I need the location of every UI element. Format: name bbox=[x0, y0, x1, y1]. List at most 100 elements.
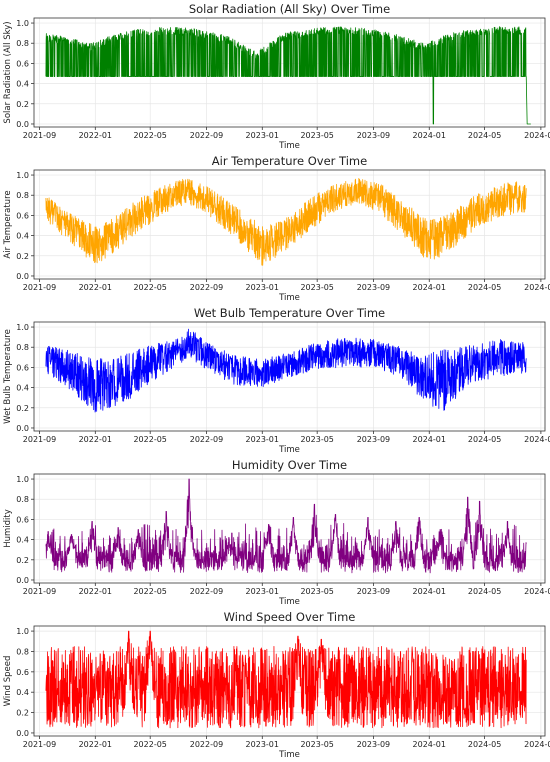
x-tick-label: 2022-01 bbox=[79, 435, 112, 444]
plot-frame bbox=[33, 169, 546, 280]
x-tick-label: 2023-05 bbox=[300, 131, 333, 140]
x-tick-label: 2023-05 bbox=[300, 587, 333, 596]
y-tick-label: 0.0 bbox=[16, 729, 29, 738]
x-tick-label: 2023-09 bbox=[357, 740, 390, 749]
y-tick-label: 0.4 bbox=[16, 536, 29, 545]
y-tick-label: 0.2 bbox=[16, 100, 29, 109]
y-tick-label: 1.0 bbox=[16, 323, 29, 332]
y-tick-label: 0.2 bbox=[16, 556, 29, 565]
x-tick-label: 2022-09 bbox=[190, 740, 223, 749]
y-axis-label: Humidity bbox=[3, 509, 13, 548]
x-tick-label: 2024-09 bbox=[524, 587, 550, 596]
y-tick-label: 0.4 bbox=[16, 232, 29, 241]
x-tick-label: 2022-09 bbox=[190, 131, 223, 140]
x-tick-label: 2024-09 bbox=[524, 131, 550, 140]
x-tick-label: 2024-05 bbox=[468, 283, 501, 292]
x-tick-label: 2024-01 bbox=[413, 283, 446, 292]
y-tick-label: 0.4 bbox=[16, 688, 29, 697]
y-tick-label: 0.6 bbox=[16, 211, 29, 220]
x-tick-label: 2023-09 bbox=[357, 131, 390, 140]
y-tick-label: 1.0 bbox=[16, 171, 29, 180]
chart-title: Solar Radiation (All Sky) Over Time bbox=[189, 2, 390, 16]
series-line bbox=[45, 178, 527, 266]
y-axis-label: Air Temperature bbox=[3, 190, 13, 258]
y-tick-label: 0.0 bbox=[16, 424, 29, 433]
y-tick-label: 0.8 bbox=[16, 191, 29, 200]
y-axis-label: Wet Bulb Temperature bbox=[3, 329, 13, 424]
x-tick-label: 2024-09 bbox=[524, 740, 550, 749]
x-tick-label: 2023-05 bbox=[300, 435, 333, 444]
x-tick-label: 2024-05 bbox=[468, 587, 501, 596]
x-tick-label: 2021-09 bbox=[23, 740, 56, 749]
y-tick-label: 1.0 bbox=[16, 627, 29, 636]
x-tick-label: 2024-01 bbox=[413, 740, 446, 749]
chart-panel-2: 2021-09 2022-01 2022-05 2022-09 2023-01 2023-… bbox=[3, 154, 550, 303]
x-tick-label: 2021-09 bbox=[23, 587, 56, 596]
y-tick-label: 0.8 bbox=[16, 343, 29, 352]
x-axis-label: Time bbox=[278, 750, 300, 760]
x-tick-label: 2024-01 bbox=[413, 587, 446, 596]
chart-panel-1: 2021-09 2022-01 2022-05 2022-09 2023-01 2023-… bbox=[3, 2, 550, 151]
plot-frame bbox=[33, 625, 546, 737]
chart-panel-4: 2021-09 2022-01 2022-05 2022-09 2023-01 2023-… bbox=[3, 458, 550, 607]
y-tick-label: 1.0 bbox=[16, 19, 29, 28]
series-line bbox=[45, 478, 527, 574]
x-tick-label: 2022-01 bbox=[79, 587, 112, 596]
x-tick-label: 2023-01 bbox=[246, 740, 279, 749]
x-tick-label: 2023-01 bbox=[246, 131, 279, 140]
x-tick-label: 2024-05 bbox=[468, 131, 501, 140]
chart-title: Humidity Over Time bbox=[232, 458, 347, 472]
y-tick-label: 0.8 bbox=[16, 495, 29, 504]
y-tick-label: 0.0 bbox=[16, 120, 29, 129]
y-tick-label: 0.4 bbox=[16, 384, 29, 393]
y-tick-label: 0.6 bbox=[16, 668, 29, 677]
x-tick-label: 2022-01 bbox=[79, 283, 112, 292]
y-tick-label: 0.8 bbox=[16, 39, 29, 48]
plot-frame bbox=[33, 321, 546, 432]
plot-frame bbox=[33, 473, 546, 584]
x-tick-label: 2024-05 bbox=[468, 435, 501, 444]
x-tick-label: 2024-01 bbox=[413, 131, 446, 140]
y-axis-label: Wind Speed bbox=[3, 656, 13, 707]
series-line bbox=[45, 26, 531, 125]
y-tick-label: 0.0 bbox=[16, 272, 29, 281]
x-tick-label: 2023-09 bbox=[357, 283, 390, 292]
x-tick-label: 2021-09 bbox=[23, 283, 56, 292]
x-axis-label: Time bbox=[278, 445, 300, 455]
x-tick-label: 2022-09 bbox=[190, 283, 223, 292]
chart-panel-5: 2021-09 2022-01 2022-05 2022-09 2023-01 2023-… bbox=[3, 610, 550, 760]
x-tick-label: 2022-05 bbox=[133, 283, 166, 292]
x-tick-label: 2021-09 bbox=[23, 435, 56, 444]
chart-panel-3: 2021-09 2022-01 2022-05 2022-09 2023-01 2023-… bbox=[3, 306, 550, 455]
x-tick-label: 2022-05 bbox=[133, 131, 166, 140]
x-tick-label: 2024-09 bbox=[524, 283, 550, 292]
x-tick-label: 2023-01 bbox=[246, 283, 279, 292]
grid bbox=[34, 322, 545, 431]
y-axis-label: Solar Radiation (All Sky) bbox=[3, 21, 13, 123]
x-axis-label: Time bbox=[278, 293, 300, 303]
x-tick-label: 2022-01 bbox=[79, 131, 112, 140]
x-tick-label: 2022-01 bbox=[79, 740, 112, 749]
y-tick-label: 0.6 bbox=[16, 363, 29, 372]
y-tick-label: 1.0 bbox=[16, 475, 29, 484]
x-tick-label: 2022-09 bbox=[190, 435, 223, 444]
y-tick-label: 0.0 bbox=[16, 576, 29, 585]
x-tick-label: 2022-09 bbox=[190, 587, 223, 596]
x-tick-label: 2023-09 bbox=[357, 435, 390, 444]
x-tick-label: 2022-05 bbox=[133, 740, 166, 749]
y-tick-label: 0.2 bbox=[16, 404, 29, 413]
y-tick-label: 0.2 bbox=[16, 252, 29, 261]
x-tick-label: 2024-01 bbox=[413, 435, 446, 444]
y-tick-label: 0.6 bbox=[16, 59, 29, 68]
series-line bbox=[45, 328, 527, 413]
plot-frame bbox=[33, 17, 546, 128]
x-tick-label: 2021-09 bbox=[23, 131, 56, 140]
x-tick-label: 2023-01 bbox=[246, 435, 279, 444]
y-tick-label: 0.4 bbox=[16, 80, 29, 89]
x-axis-label: Time bbox=[278, 597, 300, 607]
x-tick-label: 2024-09 bbox=[524, 435, 550, 444]
chart-title: Air Temperature Over Time bbox=[212, 154, 367, 168]
x-axis-label: Time bbox=[278, 141, 300, 151]
series-line bbox=[45, 630, 527, 729]
